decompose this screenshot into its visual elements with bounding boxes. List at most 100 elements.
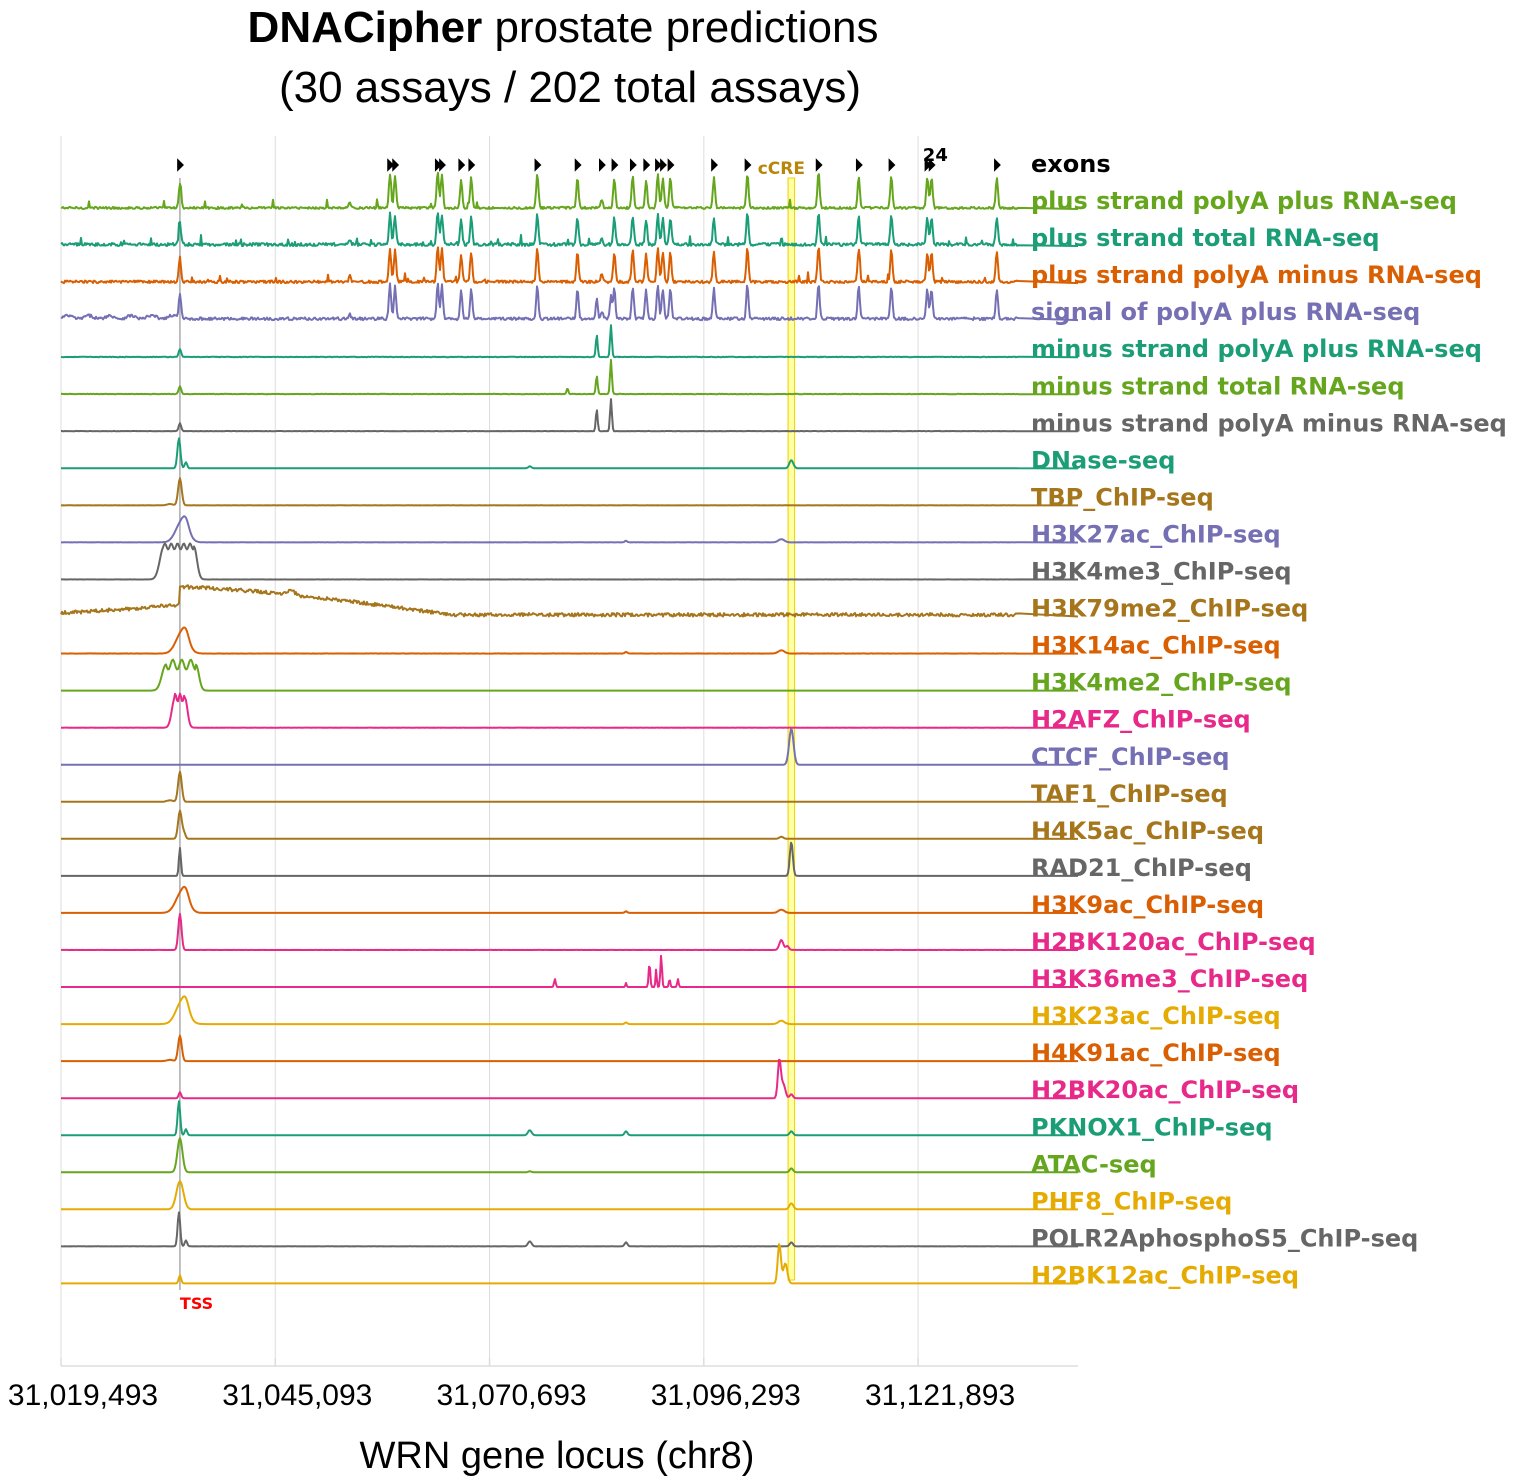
series-label-21: H3K36me3_ChIP-seq [1031, 965, 1308, 993]
signal-tracks [60, 171, 1079, 1285]
chart-title-rest: prostate predictions [482, 3, 878, 52]
exon-marker-19 [855, 158, 863, 172]
series-label-24: H2BK20ac_ChIP-seq [1031, 1076, 1299, 1104]
exon-marker-15 [667, 158, 675, 172]
series-label-29: H2BK12ac_ChIP-seq [1031, 1261, 1299, 1289]
exon-count-label: 24 [923, 145, 948, 166]
series-label-17: H4K5ac_ChIP-seq [1031, 817, 1264, 845]
exon-marker-17 [744, 158, 752, 172]
series-label-4: minus strand polyA plus RNA-seq [1031, 335, 1482, 363]
series-line-18 [61, 841, 1078, 877]
series-line-28 [60, 1211, 1078, 1248]
series-line-25 [61, 1100, 1079, 1137]
series-line-16 [61, 770, 1078, 803]
exon-marker-6 [468, 158, 476, 172]
series-line-15 [61, 728, 1079, 766]
series-label-2: plus strand polyA minus RNA-seq [1031, 261, 1482, 289]
x-axis-title: WRN gene locus (chr8) [360, 1435, 755, 1477]
series-line-0 [60, 171, 1079, 210]
series-line-2 [60, 246, 1079, 285]
series-label-26: ATAC-seq [1031, 1150, 1157, 1178]
chart-title-bold: DNACipher [248, 3, 483, 52]
series-line-9 [60, 515, 1079, 544]
exon-marker-5 [458, 158, 466, 172]
series-label-1: plus strand total RNA-seq [1031, 224, 1380, 252]
x-tick-label-0: 31,019,493 [8, 1379, 158, 1412]
exon-markers: exons 24 [177, 145, 1111, 178]
series-label-6: minus strand polyA minus RNA-seq [1031, 409, 1507, 437]
series-label-9: H3K27ac_ChIP-seq [1031, 520, 1281, 548]
x-tick-label-2: 31,070,693 [436, 1379, 586, 1412]
series-line-1 [60, 211, 1079, 248]
series-line-26 [61, 1137, 1078, 1174]
exon-marker-14 [660, 158, 667, 172]
series-line-10 [61, 542, 1079, 581]
exon-marker-20 [888, 158, 896, 172]
chart-subtitle: (30 assays / 202 total assays) [279, 63, 861, 112]
tss-marker: TSS [179, 178, 213, 1313]
series-label-19: H3K9ac_ChIP-seq [1031, 891, 1264, 919]
series-line-24 [61, 1058, 1078, 1100]
series-label-25: PKNOX1_ChIP-seq [1031, 1113, 1273, 1141]
series-line-12 [60, 626, 1078, 655]
x-tick-label-4: 31,121,893 [865, 1379, 1015, 1412]
cre-label: cCRE [758, 159, 805, 179]
series-line-23 [61, 1034, 1079, 1063]
series-label-11: H3K79me2_ChIP-seq [1031, 595, 1308, 623]
series-label-0: plus strand polyA plus RNA-seq [1031, 187, 1457, 215]
series-label-18: RAD21_ChIP-seq [1031, 854, 1252, 882]
exon-marker-2 [392, 158, 400, 172]
exon-marker-9 [599, 158, 606, 172]
exons-label: exons [1031, 150, 1111, 178]
exon-marker-13 [655, 158, 662, 172]
track-labels: plus strand polyA plus RNA-seq plus stran… [1031, 187, 1507, 1289]
tss-label: TSS [180, 1294, 213, 1313]
series-label-20: H2BK120ac_ChIP-seq [1031, 928, 1316, 956]
exon-marker-7 [534, 158, 542, 172]
exon-marker-11 [629, 158, 637, 172]
series-line-11 [60, 584, 1079, 618]
series-label-14: H2AFZ_ChIP-seq [1031, 706, 1251, 734]
exon-marker-21 [924, 158, 932, 172]
series-line-3 [60, 282, 1079, 322]
series-label-12: H3K14ac_ChIP-seq [1031, 632, 1281, 660]
exon-marker-22 [928, 158, 936, 172]
series-line-20 [60, 913, 1078, 951]
series-label-7: DNase-seq [1031, 446, 1175, 474]
series-line-19 [61, 885, 1079, 914]
series-label-28: POLR2AphosphoS5_ChIP-seq [1031, 1224, 1418, 1252]
series-line-14 [61, 692, 1078, 729]
series-line-6 [61, 398, 1079, 433]
chart-title: DNACipher prostate predictions [248, 3, 879, 52]
series-line-27 [61, 1180, 1079, 1211]
cre-highlight: cCRE [758, 159, 805, 1281]
series-line-21 [61, 954, 1079, 989]
series-line-22 [61, 995, 1078, 1026]
series-line-8 [60, 477, 1078, 507]
series-label-23: H4K91ac_ChIP-seq [1031, 1039, 1281, 1067]
exon-marker-12 [643, 158, 651, 172]
exon-marker-1 [387, 158, 395, 172]
x-tick-label-1: 31,045,093 [222, 1379, 372, 1412]
series-label-16: TAF1_ChIP-seq [1031, 780, 1228, 808]
series-line-4 [60, 324, 1079, 359]
series-line-13 [61, 658, 1079, 692]
exon-marker-16 [711, 158, 718, 172]
x-axis: 31,019,493 31,045,093 31,070,693 31,096,293… [8, 1358, 1078, 1412]
exon-marker-23 [994, 158, 1001, 172]
series-line-7 [61, 437, 1079, 470]
exon-marker-0 [177, 158, 184, 172]
exon-marker-4 [439, 158, 446, 172]
exon-marker-3 [434, 158, 442, 172]
series-label-13: H3K4me2_ChIP-seq [1031, 669, 1292, 697]
series-label-27: PHF8_ChIP-seq [1031, 1187, 1232, 1215]
series-label-8: TBP_ChIP-seq [1031, 483, 1214, 511]
series-label-15: CTCF_ChIP-seq [1031, 743, 1230, 771]
exon-marker-8 [574, 158, 582, 172]
series-line-5 [60, 358, 1079, 396]
series-label-3: signal of polyA plus RNA-seq [1031, 298, 1420, 326]
series-line-29 [61, 1243, 1079, 1285]
series-line-17 [61, 809, 1079, 840]
x-tick-label-3: 31,096,293 [651, 1379, 801, 1412]
